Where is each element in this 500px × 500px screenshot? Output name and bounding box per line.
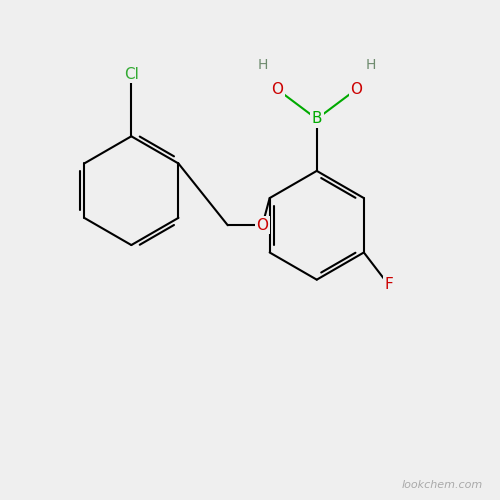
Text: lookchem.com: lookchem.com	[401, 480, 482, 490]
Text: O: O	[350, 82, 362, 97]
Text: F: F	[384, 277, 393, 292]
Text: O: O	[271, 82, 283, 97]
Text: Cl: Cl	[124, 67, 139, 82]
Text: B: B	[312, 112, 322, 126]
Text: O: O	[256, 218, 268, 233]
Text: H: H	[366, 58, 376, 71]
Text: H: H	[257, 58, 268, 71]
